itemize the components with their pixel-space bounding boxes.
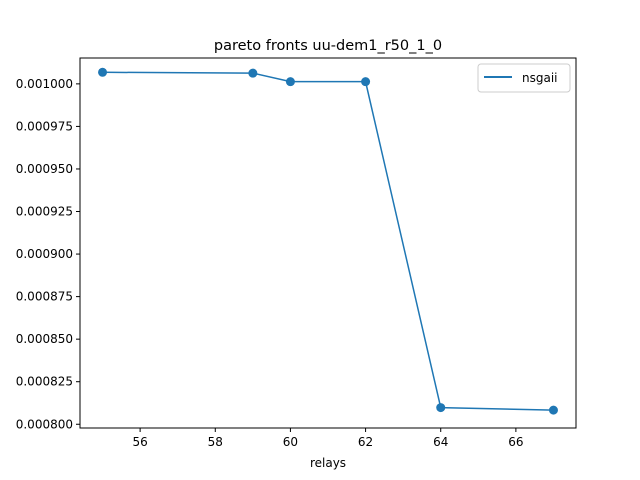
y-tick-label: 0.001000 xyxy=(16,77,73,91)
data-point xyxy=(361,77,371,87)
chart-title: pareto fronts uu-dem1_r50_1_0 xyxy=(214,38,442,54)
data-point xyxy=(248,68,258,78)
data-point xyxy=(98,67,108,77)
data-point xyxy=(436,403,446,413)
legend-label-nsgaii: nsgaii xyxy=(522,71,558,85)
plot-area xyxy=(79,57,577,429)
y-tick-label: 0.000875 xyxy=(16,290,73,304)
y-tick-label: 0.000825 xyxy=(16,375,73,389)
y-tick-label: 0.000900 xyxy=(16,247,73,261)
x-tick-label: 62 xyxy=(358,435,373,449)
y-axis: 0.000800 0.000825 0.000850 0.000875 0.000900… xyxy=(16,77,80,431)
x-tick-label: 64 xyxy=(433,435,448,449)
x-tick-label: 60 xyxy=(283,435,298,449)
legend: nsgaii xyxy=(477,63,571,93)
x-axis: 56 58 60 62 64 66 xyxy=(132,428,524,449)
series-line-nsgaii xyxy=(102,71,554,411)
y-tick-label: 0.000975 xyxy=(16,119,73,133)
series-group xyxy=(98,67,558,415)
x-tick-label: 58 xyxy=(208,435,223,449)
y-tick-label: 0.000950 xyxy=(16,162,73,176)
y-tick-label: 0.000925 xyxy=(16,205,73,219)
data-point xyxy=(548,405,558,415)
legend-box xyxy=(477,63,571,93)
y-tick-label: 0.000850 xyxy=(16,332,73,346)
y-tick-label: 0.000800 xyxy=(16,417,73,431)
data-point xyxy=(285,77,295,87)
x-axis-label: relays xyxy=(310,456,346,470)
x-tick-label: 66 xyxy=(508,435,523,449)
x-tick-label: 56 xyxy=(132,435,147,449)
